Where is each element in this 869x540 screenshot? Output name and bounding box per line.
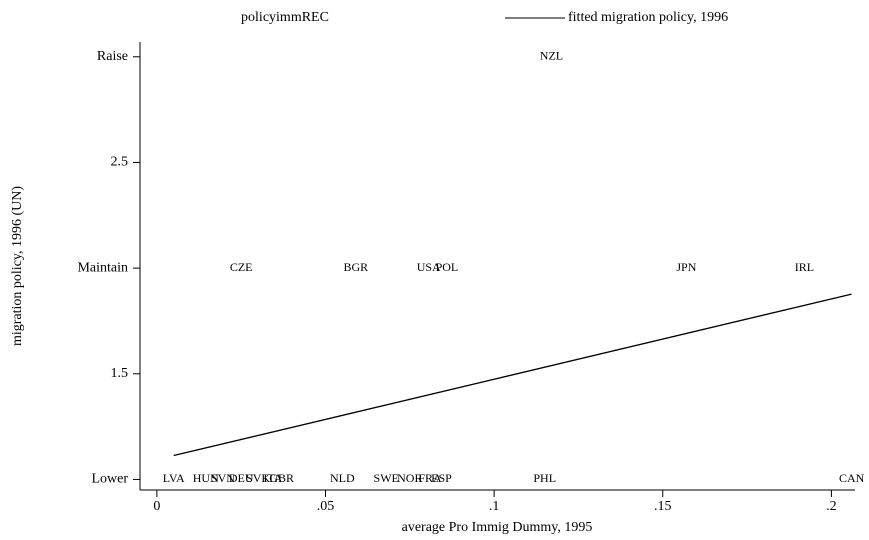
point-label: SWE [374,471,399,485]
point-label: ESP [431,471,452,485]
point-label: FRA [418,471,442,485]
point-label: CZE [230,260,253,274]
point-label: POL [436,260,459,274]
point-label: NLD [330,471,355,485]
x-tick-label: .05 [317,499,335,514]
point-label: IRL [795,260,814,274]
point-label: SVN [211,471,235,485]
point-label: JPN [676,260,696,274]
y-tick-label: Lower [91,472,128,487]
x-axis-title: average Pro Immig Dummy, 1995 [402,520,593,535]
point-label: NZL [540,49,563,63]
y-tick-label: Raise [97,49,128,64]
x-tick-label: 0 [153,499,160,514]
point-label: GBR [269,471,294,485]
point-label: PHL [533,471,556,485]
point-label: ITA [263,471,282,485]
y-tick-label: 2.5 [111,155,129,170]
point-label: LVA [163,471,185,485]
point-label: HUN [193,471,219,485]
x-tick-label: .15 [654,499,672,514]
point-label: BGR [344,260,369,274]
y-axis-title: migration policy, 1996 (UN) [10,186,25,346]
y-tick-label: Maintain [77,260,128,275]
x-tick-label: .1 [489,499,500,514]
fitted-line [173,293,852,457]
point-label: USA [417,260,441,274]
point-label: DEU [229,471,254,485]
point-label: SVK [246,471,270,485]
point-label: NOR [397,471,422,485]
x-tick-label: .2 [826,499,837,514]
legend-label: policyimmREC [241,10,329,25]
y-tick-label: 1.5 [111,366,129,381]
legend-label: fitted migration policy, 1996 [568,10,728,25]
point-label: CAN [839,471,865,485]
